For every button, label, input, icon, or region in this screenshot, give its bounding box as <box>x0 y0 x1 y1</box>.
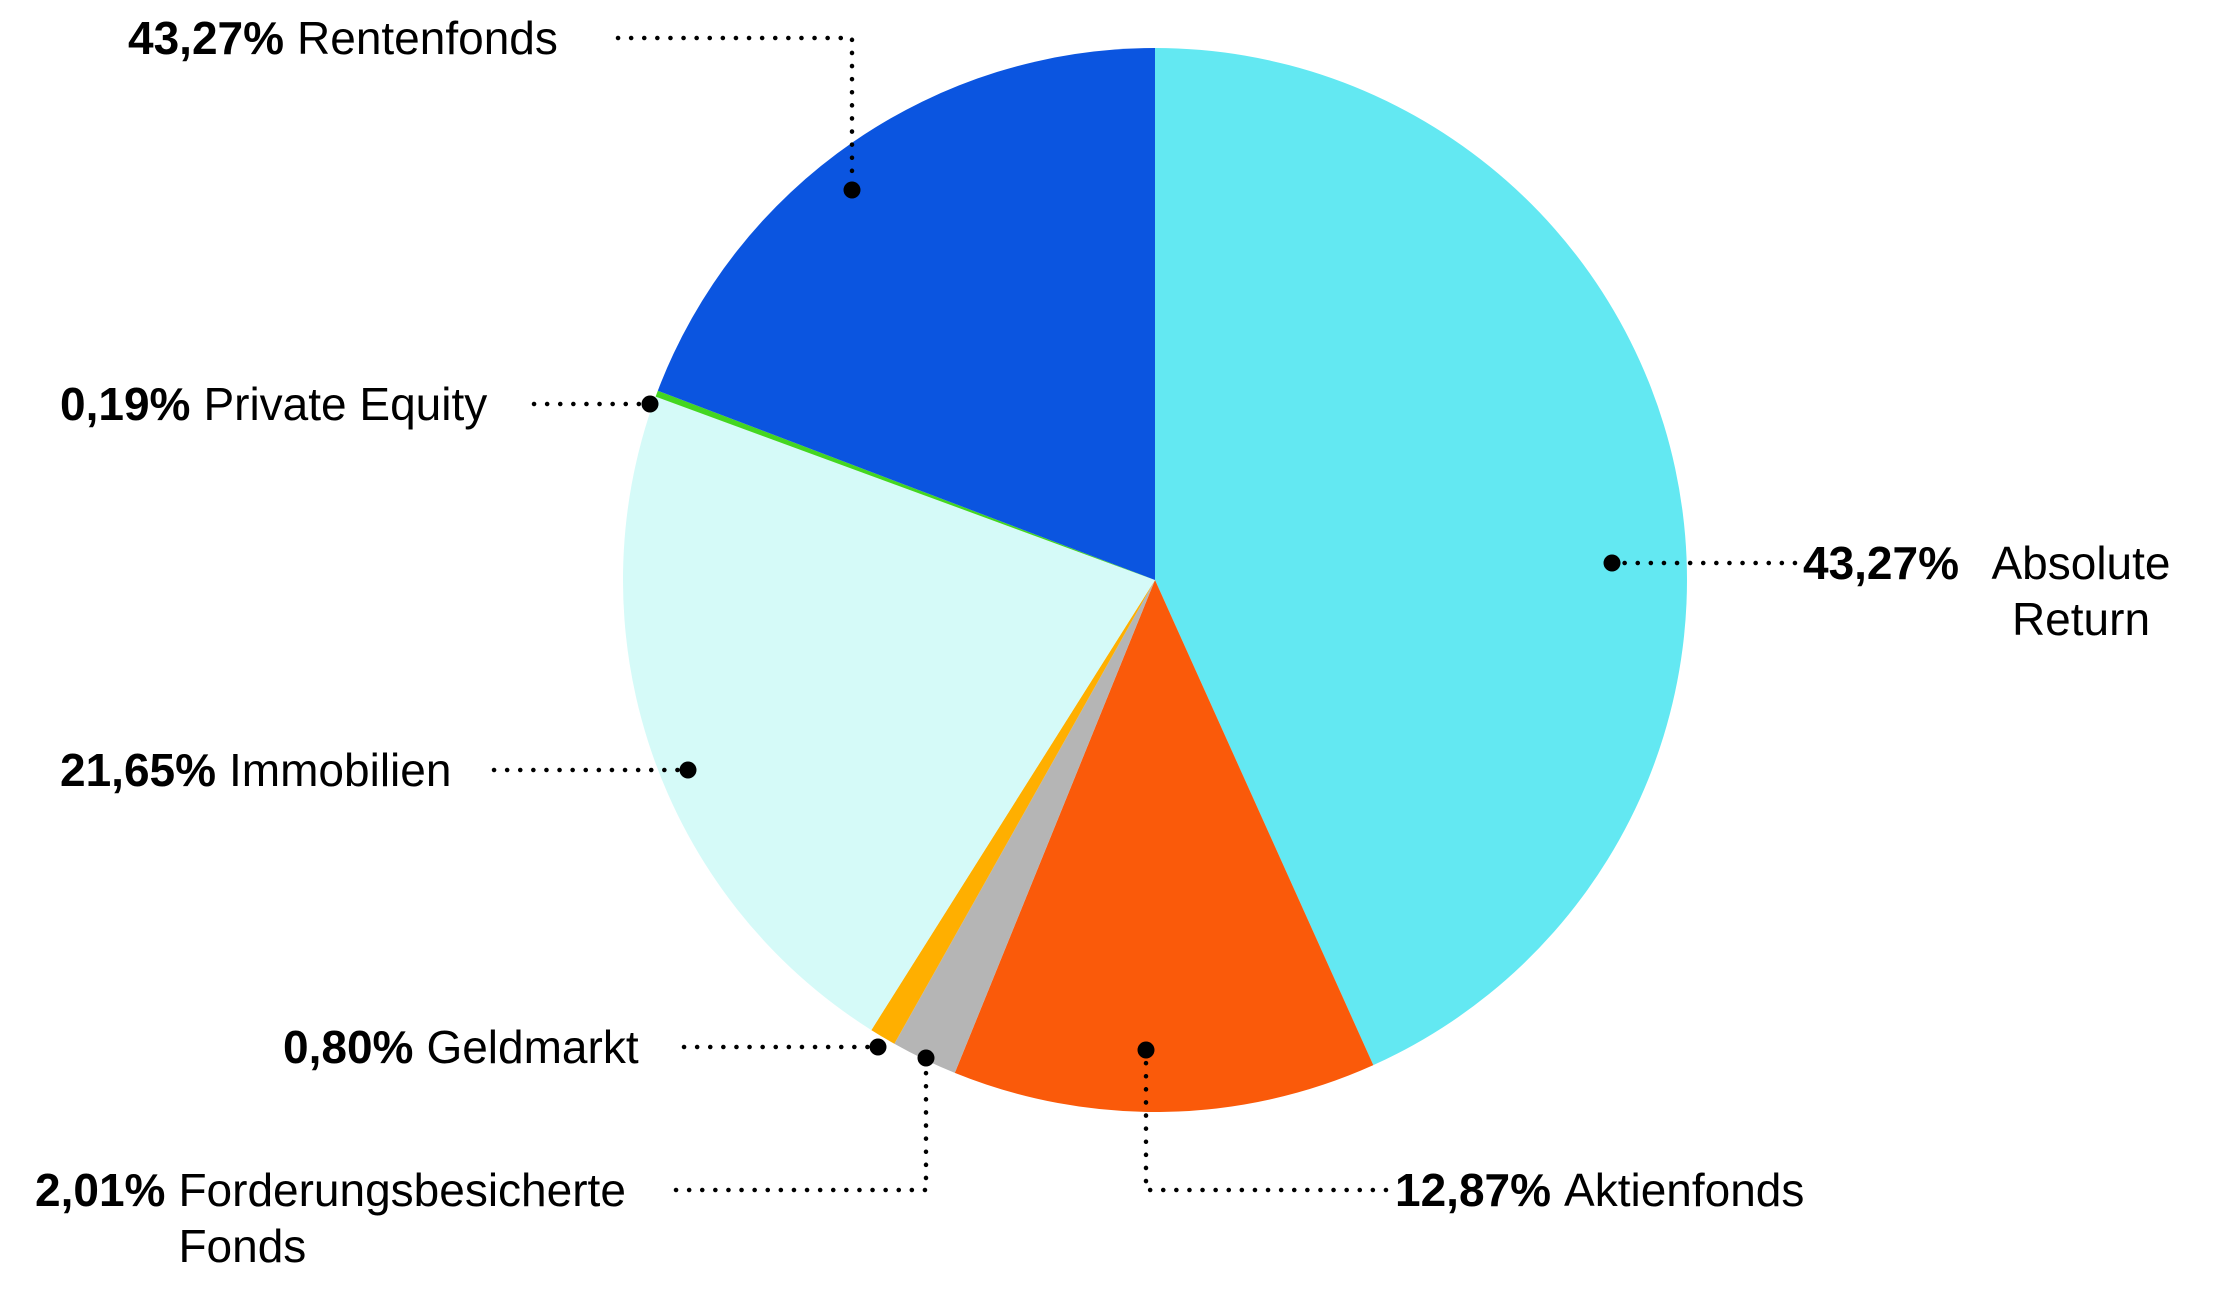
label-forderungsbesicherte-fonds: 2,01% Forderungsbesicherte Fonds <box>35 1162 658 1274</box>
label-geldmarkt-name: Geldmarkt <box>426 1021 639 1073</box>
leader-dot-private-equity <box>641 395 659 413</box>
label-immobilien-name: Immobilien <box>229 744 452 796</box>
leader-dot-geldmarkt <box>869 1038 887 1056</box>
pie-slice-immobilien <box>622 396 1155 1031</box>
leader-dot-aktienfonds <box>1137 1041 1155 1059</box>
pie-slice-geldmarkt <box>871 580 1155 1044</box>
label-aktienfonds-name: Aktienfonds <box>1564 1164 1805 1216</box>
pie-slice-rentenfonds <box>657 48 1155 580</box>
pie-slice-absolute-return <box>1155 48 1688 1066</box>
leader-dot-rentenfonds <box>843 181 861 199</box>
label-immobilien-percent: 21,65% <box>60 744 217 796</box>
label-forderungsbesicherte-fonds-percent: 2,01% <box>35 1164 166 1216</box>
leader-rentenfonds <box>615 35 855 193</box>
label-absolute-return-name: Absolute Return <box>1991 537 2171 645</box>
label-rentenfonds: 43,27% Rentenfonds <box>128 10 558 66</box>
label-aktienfonds: 12,87% Aktienfonds <box>1395 1162 1804 1218</box>
label-private-equity-name: Private Equity <box>203 378 488 430</box>
label-absolute-return: 43,27% Absolute Return <box>1803 535 2190 647</box>
leader-lines <box>491 35 1798 1193</box>
pie-slices <box>622 48 1688 1113</box>
label-immobilien: 21,65% Immobilien <box>60 742 451 798</box>
pie-slice-forderungsbesicherte-fonds <box>894 580 1155 1073</box>
leader-dot-absolute-return <box>1603 554 1621 572</box>
leader-aktienfonds <box>1143 1051 1389 1193</box>
label-private-equity-percent: 0,19% <box>60 378 191 430</box>
label-geldmarkt-percent: 0,80% <box>283 1021 414 1073</box>
label-absolute-return-percent: 43,27% <box>1802 537 1959 589</box>
label-geldmarkt: 0,80% Geldmarkt <box>283 1019 639 1075</box>
leader-dot-forderungsbesicherte-fonds <box>917 1049 935 1067</box>
pie-slice-private-equity <box>655 390 1155 580</box>
leader-dot-immobilien <box>679 761 697 779</box>
label-aktienfonds-percent: 12,87% <box>1395 1164 1552 1216</box>
label-rentenfonds-name: Rentenfonds <box>297 12 558 64</box>
label-private-equity: 0,19% Private Equity <box>60 376 487 432</box>
label-rentenfonds-percent: 43,27% <box>128 12 285 64</box>
label-forderungsbesicherte-fonds-name: Forderungsbesicherte Fonds <box>178 1164 626 1272</box>
leader-forderungsbesicherte-fonds <box>673 1057 929 1193</box>
pie-slice-aktienfonds <box>954 580 1374 1113</box>
